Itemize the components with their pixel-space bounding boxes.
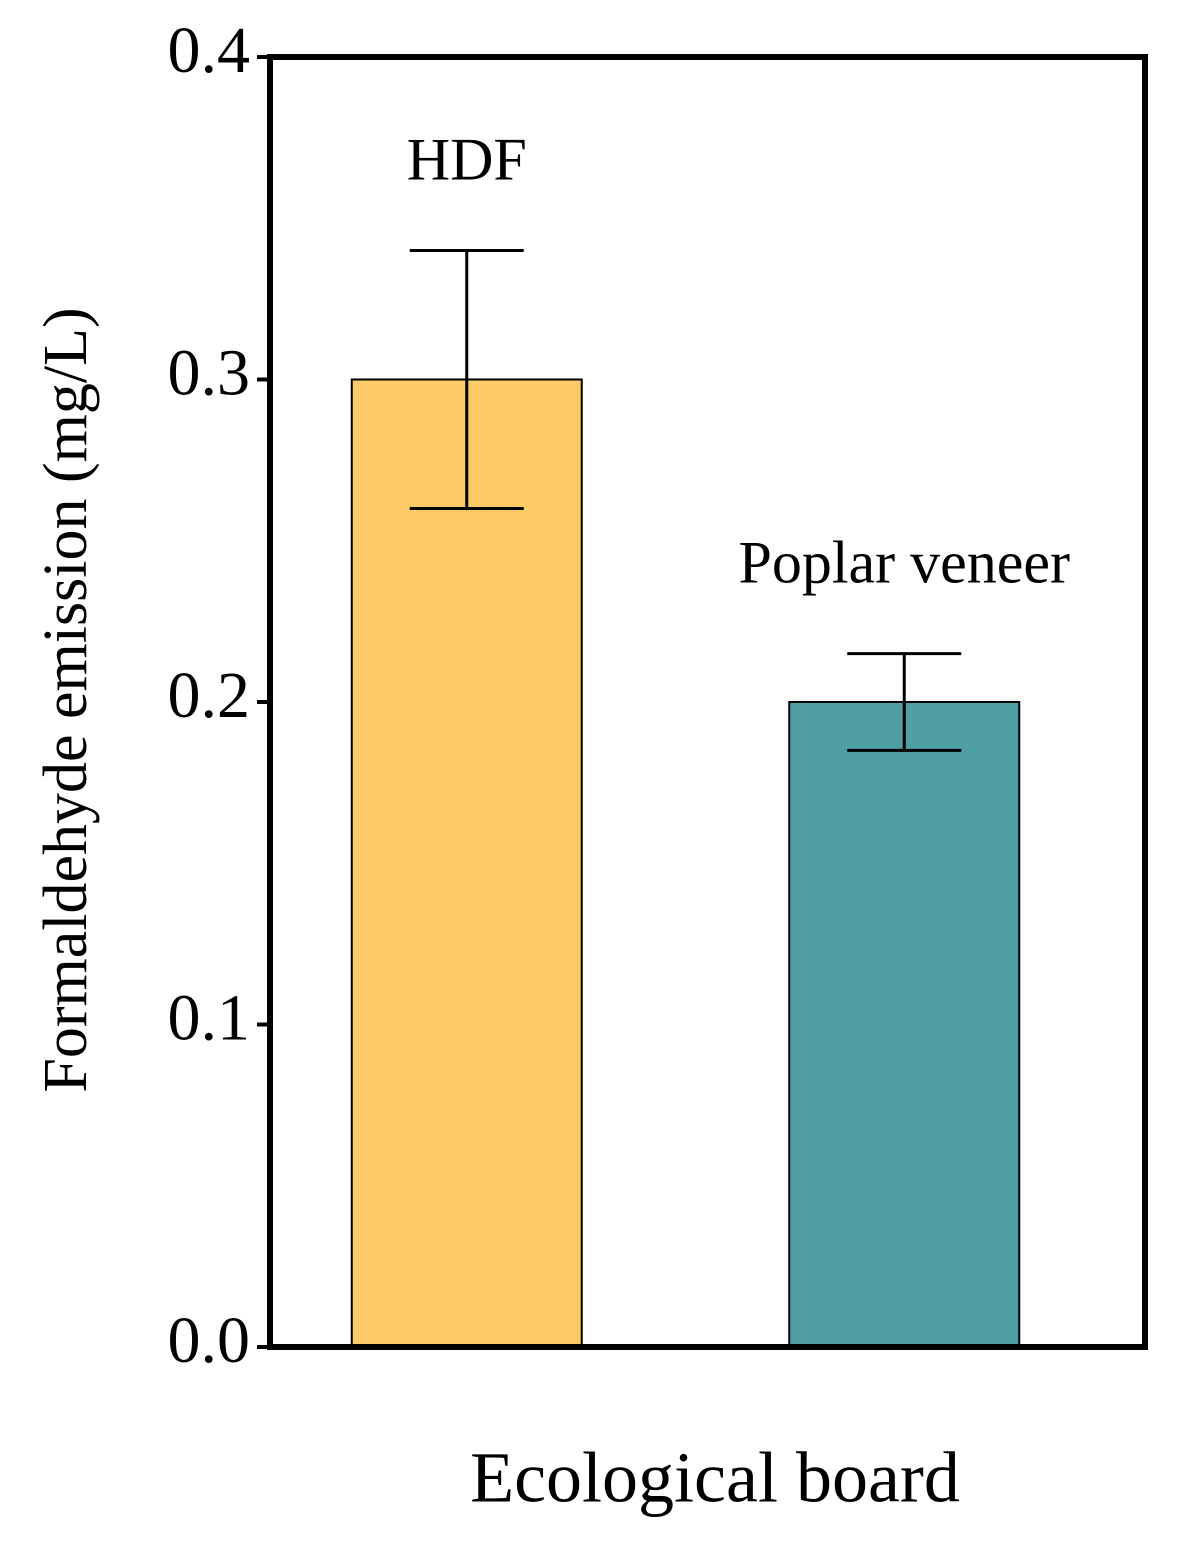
bar — [788, 701, 1021, 1348]
error-bar — [409, 249, 524, 510]
bar — [350, 378, 583, 1348]
x-axis-label: Ecological board — [470, 1438, 960, 1518]
y-tick-label: 0.1 — [168, 982, 251, 1055]
y-tick-label: 0.2 — [168, 659, 251, 732]
category-label: Poplar veneer — [738, 529, 1070, 595]
y-axis-label: Formaldehyde emission (mg/L) — [32, 307, 100, 1092]
plot-frame — [267, 54, 1148, 1350]
y-tick-label: 0.3 — [168, 337, 251, 410]
category-label: HDF — [407, 126, 527, 192]
error-bar — [847, 652, 962, 752]
y-tick-label: 0.0 — [168, 1304, 251, 1377]
y-tick-label: 0.4 — [168, 14, 251, 87]
